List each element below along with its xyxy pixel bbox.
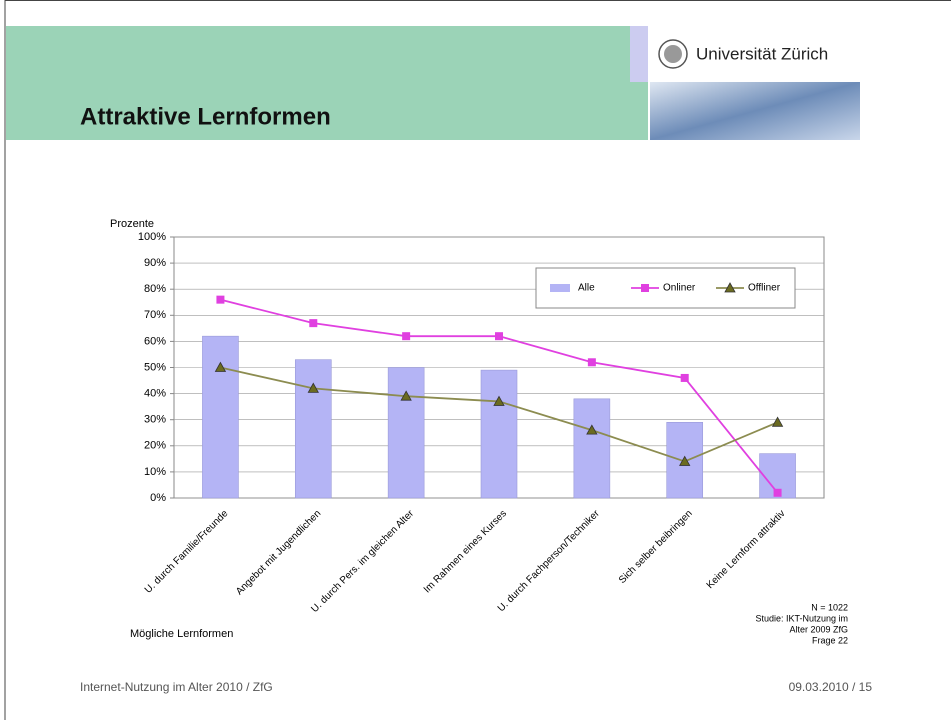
legend-box bbox=[535, 267, 796, 309]
header-photo bbox=[650, 82, 860, 140]
y-tick-label: 30% bbox=[144, 414, 166, 426]
point bbox=[587, 358, 596, 367]
y-tick-label: 60% bbox=[144, 335, 166, 347]
point bbox=[771, 416, 784, 427]
point bbox=[216, 295, 225, 304]
note: Alter 2009 ZfG bbox=[789, 624, 848, 634]
x-tick-label: Keine Lernform attraktiv bbox=[705, 508, 788, 591]
bar bbox=[202, 335, 239, 499]
header-accent bbox=[630, 26, 648, 82]
y-tick-label: 0% bbox=[150, 492, 166, 504]
slide-title: Attraktive Lernformen bbox=[80, 103, 331, 130]
y-tick-label: 80% bbox=[144, 283, 166, 295]
bar bbox=[294, 359, 332, 499]
point bbox=[309, 319, 318, 328]
point bbox=[680, 373, 689, 382]
point bbox=[214, 361, 227, 372]
y-tick-label: 10% bbox=[144, 466, 166, 478]
x-tick-label: Angebot mit Jugendlichen bbox=[234, 508, 323, 597]
header-band bbox=[6, 26, 648, 140]
point bbox=[493, 395, 505, 406]
x-tick-label: U. durch Familie/Freunde bbox=[143, 508, 231, 596]
y-tick-label: 100% bbox=[138, 231, 166, 243]
bar bbox=[573, 398, 611, 499]
y-tick-label: 20% bbox=[144, 440, 166, 452]
point bbox=[402, 332, 411, 341]
point bbox=[495, 332, 503, 341]
legend-label: Offliner bbox=[748, 283, 781, 294]
footer-left: Internet-Nutzung im Alter 2010 / ZfG bbox=[80, 680, 273, 694]
y-tick-label: 70% bbox=[144, 309, 166, 321]
point bbox=[679, 455, 691, 466]
x-tick-label: U. durch Pers. im gleichen Alter bbox=[309, 508, 416, 615]
logo-seal bbox=[658, 39, 688, 69]
logo-seal bbox=[664, 45, 682, 63]
legend-swatch bbox=[550, 284, 570, 292]
x-axis-label: Mögliche Lernformen bbox=[130, 628, 233, 640]
x-tick-label: U. durch Fachperson/Techniker bbox=[496, 508, 603, 615]
x-tick-label: Sich selber beibringen bbox=[617, 508, 695, 586]
x-tick-label: Im Rahmen eines Kurses bbox=[422, 508, 509, 595]
bar bbox=[480, 369, 518, 499]
y-tick-label: 90% bbox=[144, 257, 166, 269]
point bbox=[773, 488, 782, 497]
logo-text: Universität Zürich bbox=[696, 44, 828, 63]
legend-swatch bbox=[724, 282, 736, 293]
note: Studie: IKT-Nutzung im bbox=[755, 613, 848, 623]
footer-right: 09.03.2010 / 15 bbox=[789, 680, 873, 694]
legend-swatch bbox=[641, 284, 649, 292]
bar bbox=[387, 367, 425, 499]
note: N = 1022 bbox=[811, 602, 848, 612]
point bbox=[400, 390, 412, 401]
legend-label: Alle bbox=[578, 283, 595, 294]
legend-label: Onliner bbox=[663, 283, 696, 294]
point bbox=[586, 424, 598, 435]
note: Frage 22 bbox=[812, 635, 848, 645]
point bbox=[307, 382, 319, 393]
y-tick-label: 40% bbox=[144, 388, 166, 400]
y-axis-label: Prozente bbox=[110, 218, 154, 230]
y-tick-label: 50% bbox=[144, 361, 166, 373]
